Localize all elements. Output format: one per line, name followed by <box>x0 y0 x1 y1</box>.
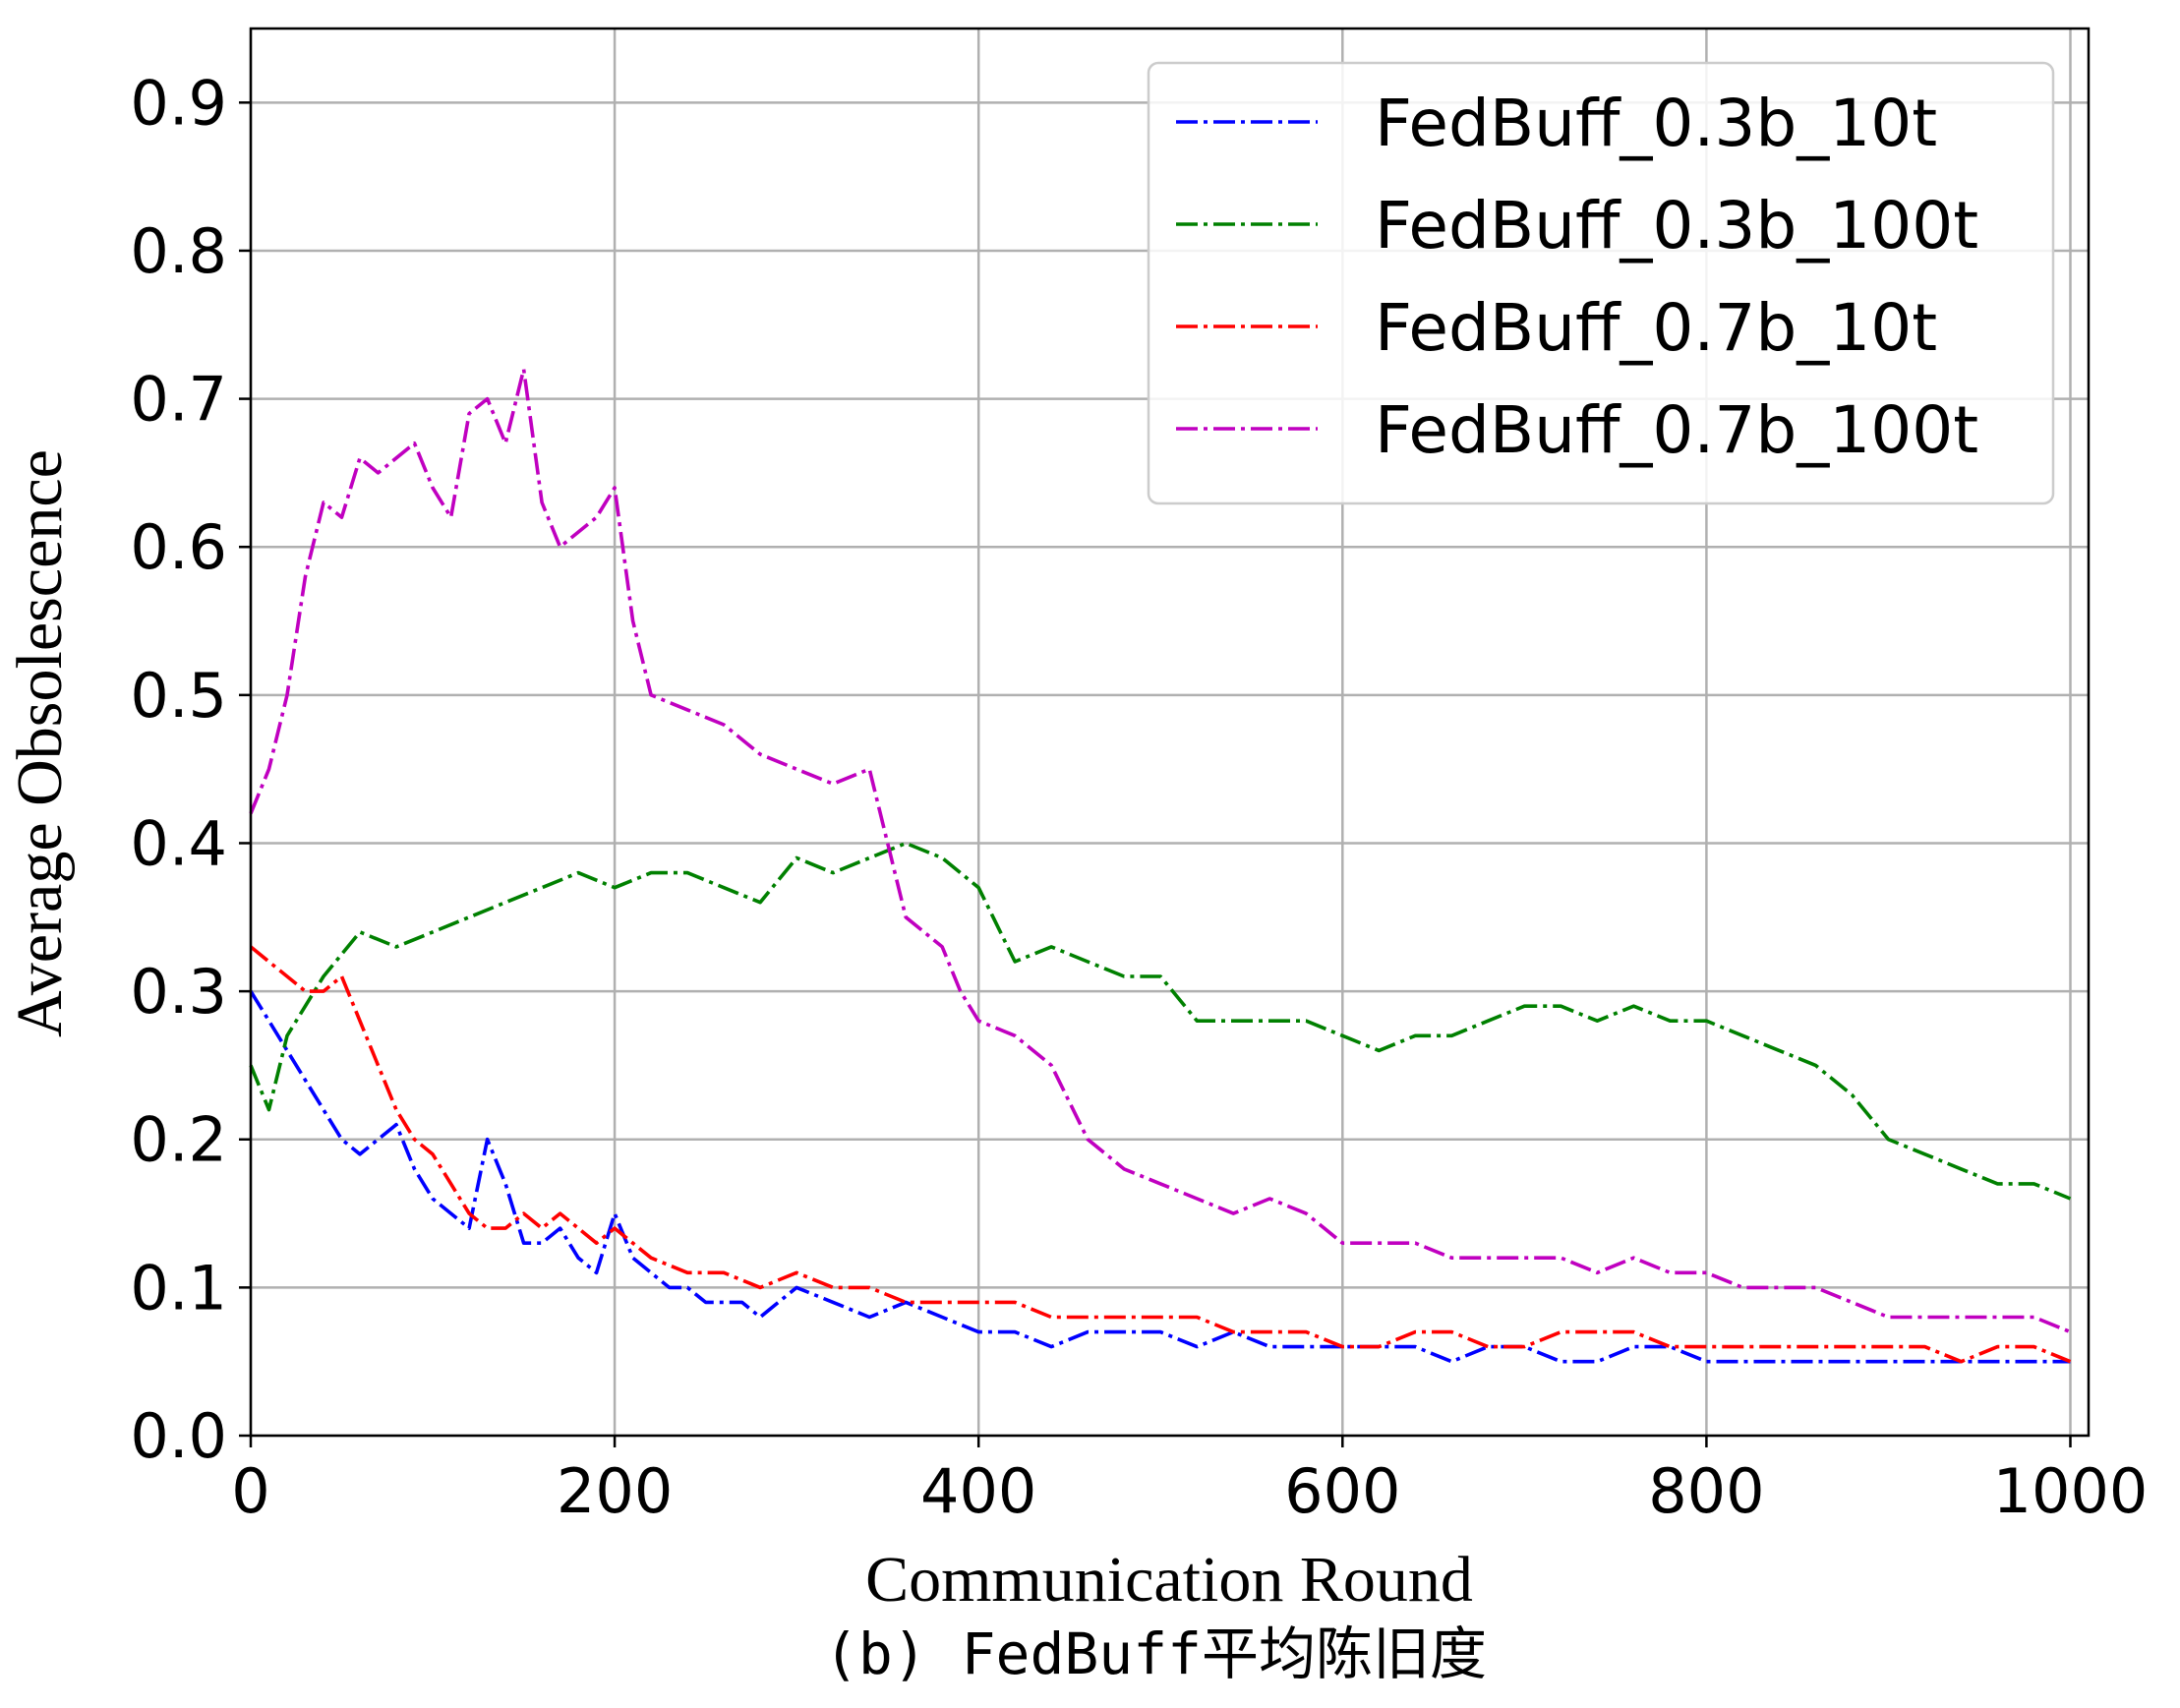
x-tick-label: 0 <box>231 1455 269 1527</box>
x-tick-label: 1000 <box>1993 1455 2149 1527</box>
legend: FedBuff_0.3b_10t FedBuff_0.3b_100t FedBuff… <box>1147 61 2055 505</box>
series-line-1 <box>249 841 2072 1201</box>
x-tick-label: 200 <box>557 1455 673 1527</box>
x-axis-title: Communication Round <box>865 1544 1473 1616</box>
x-tick-label: 400 <box>920 1455 1036 1527</box>
legend-label: FedBuff_0.7b_10t <box>1375 290 1937 366</box>
y-tick-label: 0.0 <box>130 1400 227 1472</box>
series-line-3 <box>249 367 2072 1334</box>
y-tick-label: 0.6 <box>130 511 227 583</box>
legend-box <box>1147 61 2055 505</box>
y-tick-label: 0.8 <box>130 215 227 287</box>
legend-label: FedBuff_0.7b_100t <box>1375 392 1978 468</box>
tick-labels: 0 200 400 600 800 1000 0.0 0.1 0.2 0.3 0.4 0.5 0.6 0.… <box>130 67 2148 1527</box>
series-line-2 <box>249 945 2072 1364</box>
legend-label: FedBuff_0.3b_10t <box>1375 86 1937 161</box>
series-group <box>249 367 2072 1364</box>
x-tick-label: 600 <box>1284 1455 1400 1527</box>
y-tick-label: 0.3 <box>130 956 227 1028</box>
y-tick-label: 0.5 <box>130 660 227 732</box>
plot-frame <box>249 27 2091 1438</box>
y-tick-label: 0.2 <box>130 1104 227 1176</box>
y-tick-label: 0.7 <box>130 364 227 436</box>
y-tick-label: 0.9 <box>130 67 227 139</box>
y-tick-label: 0.4 <box>130 807 227 879</box>
figure-caption: (b) FedBuff平均陈旧度 <box>824 1620 1487 1687</box>
y-tick-label: 0.1 <box>130 1252 227 1324</box>
x-tick-label: 800 <box>1648 1455 1764 1527</box>
y-axis-title: Average Obsolescence <box>4 449 76 1037</box>
ticks <box>239 101 2072 1447</box>
legend-label: FedBuff_0.3b_100t <box>1375 188 1978 264</box>
series-line-0 <box>249 990 2071 1364</box>
